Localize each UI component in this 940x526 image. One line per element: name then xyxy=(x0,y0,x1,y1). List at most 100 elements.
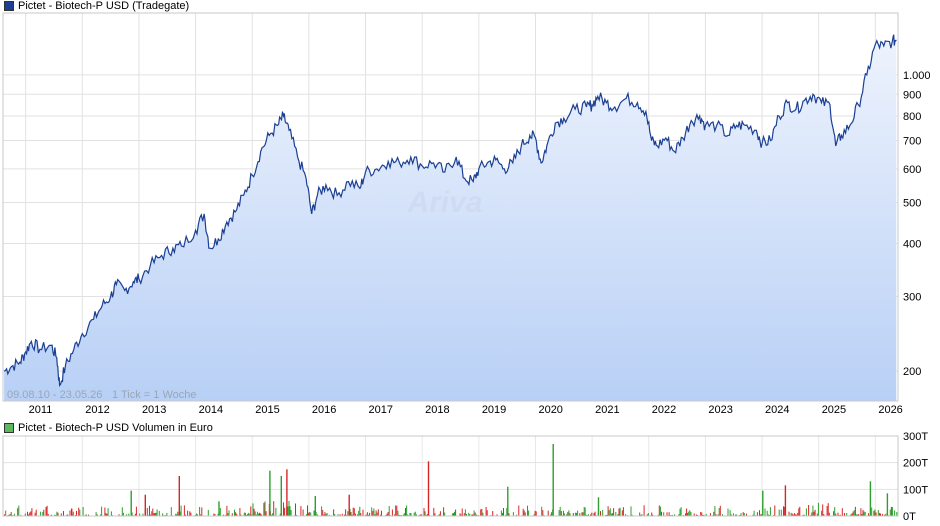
volume-bar-376 xyxy=(413,512,415,516)
volume-bar-784 xyxy=(858,514,860,516)
volume-bar-771 xyxy=(844,513,845,516)
price-x-tick-1: 2012 xyxy=(85,404,109,416)
volume-bar-426 xyxy=(468,512,470,516)
volume-bar-29 xyxy=(35,509,37,516)
volume-bar-292 xyxy=(322,510,324,516)
volume-bar-320 xyxy=(352,507,354,516)
volume-bar-711 xyxy=(778,509,780,516)
volume-bar-509 xyxy=(558,510,560,516)
volume-bar-33 xyxy=(40,511,42,516)
volume-bar-656 xyxy=(718,508,720,516)
volume-bar-676 xyxy=(740,513,742,516)
volume-bar-187 xyxy=(207,509,209,516)
price-y-tick-4: 600 xyxy=(903,164,921,176)
volume-bar-651 xyxy=(713,511,715,516)
volume-bar-667 xyxy=(730,514,732,516)
volume-bar-591 xyxy=(647,513,649,516)
volume-bar-424 xyxy=(466,513,467,516)
volume-bar-395 xyxy=(434,513,436,516)
volume-bar-340 xyxy=(374,514,376,516)
volume-bar-460 xyxy=(505,514,507,516)
volume-bar-136 xyxy=(152,508,154,516)
volume-bar-804 xyxy=(880,513,881,516)
price-x-tick-14: 2025 xyxy=(822,404,846,416)
volume-bar-528 xyxy=(579,513,581,516)
volume-bar-212 xyxy=(235,512,237,516)
volume-peak-bar-17 xyxy=(886,493,889,516)
volume-bar-513 xyxy=(563,510,564,516)
volume-y-tick-2: 100T xyxy=(903,484,928,496)
volume-bar-232 xyxy=(256,511,258,516)
volume-bar-98 xyxy=(110,511,112,516)
volume-bar-757 xyxy=(828,512,830,516)
price-x-tick-5: 2016 xyxy=(312,404,336,416)
volume-bar-627 xyxy=(687,512,689,516)
volume-bar-603 xyxy=(661,511,662,516)
price-y-tick-3: 700 xyxy=(903,136,921,148)
volume-bar-419 xyxy=(460,514,462,516)
volume-bar-272 xyxy=(300,506,302,516)
volume-bar-166 xyxy=(185,514,186,516)
volume-bar-117 xyxy=(131,512,133,516)
volume-peak-bar-10 xyxy=(427,461,430,516)
price-x-tick-6: 2017 xyxy=(369,404,393,416)
volume-bar-225 xyxy=(249,513,251,516)
price-area xyxy=(4,34,897,401)
volume-bar-802 xyxy=(877,510,879,516)
volume-bar-88 xyxy=(100,514,101,516)
price-x-tick-11: 2022 xyxy=(652,404,676,416)
volume-bar-332 xyxy=(365,514,367,516)
volume-bar-517 xyxy=(567,512,569,516)
volume-bar-220 xyxy=(243,512,245,516)
volume-bar-312 xyxy=(344,514,345,516)
volume-bar-722 xyxy=(790,512,792,516)
volume-bar-664 xyxy=(727,508,729,516)
volume-bar-369 xyxy=(406,505,408,516)
volume-bar-782 xyxy=(856,514,857,516)
volume-bar-359 xyxy=(395,505,397,516)
volume-bar-4 xyxy=(8,514,10,516)
volume-bar-456 xyxy=(500,510,502,516)
volume-bar-526 xyxy=(577,510,579,516)
volume-bar-49 xyxy=(57,512,59,516)
volume-bar-625 xyxy=(685,513,686,516)
volume-bar-701 xyxy=(767,514,769,516)
volume-bar-481 xyxy=(528,510,530,516)
volume-bar-85 xyxy=(96,514,98,516)
volume-bar-303 xyxy=(334,514,336,516)
volume-bar-669 xyxy=(732,513,734,516)
volume-bar-181 xyxy=(201,507,203,516)
volume-bar-570 xyxy=(625,514,627,516)
volume-bar-234 xyxy=(259,512,260,516)
volume-bar-48 xyxy=(56,511,58,516)
volume-bar-58 xyxy=(67,514,69,516)
volume-bar-734 xyxy=(803,514,805,516)
price-x-tick-13: 2024 xyxy=(765,404,789,416)
volume-bar-368 xyxy=(405,508,406,516)
volume-bar-808 xyxy=(884,514,886,516)
volume-bar-488 xyxy=(535,511,537,516)
volume-bar-6 xyxy=(10,512,12,516)
volume-bar-361 xyxy=(397,510,399,516)
volume-bar-334 xyxy=(368,514,369,516)
volume-y-tick-1: 200T xyxy=(903,458,928,470)
volume-bar-13 xyxy=(18,505,20,516)
volume-peak-bar-4 xyxy=(218,501,220,516)
price-y-tick-8: 200 xyxy=(903,366,921,378)
volume-bar-69 xyxy=(79,509,81,516)
volume-bar-478 xyxy=(524,512,526,516)
volume-bar-201 xyxy=(223,514,225,516)
volume-peak-bar-13 xyxy=(597,497,600,516)
volume-bar-779 xyxy=(852,511,854,516)
price-x-tick-10: 2021 xyxy=(595,404,619,416)
watermark: Ariva xyxy=(406,186,482,219)
volume-bar-695 xyxy=(761,514,763,516)
volume-bar-89 xyxy=(101,506,103,516)
volume-peak-bar-15 xyxy=(784,485,787,516)
volume-bar-619 xyxy=(678,514,680,516)
volume-bar-353 xyxy=(388,506,390,516)
volume-bar-362 xyxy=(398,514,400,516)
volume-bar-72 xyxy=(82,507,84,516)
volume-bar-671 xyxy=(735,514,737,516)
volume-bar-168 xyxy=(187,510,189,516)
